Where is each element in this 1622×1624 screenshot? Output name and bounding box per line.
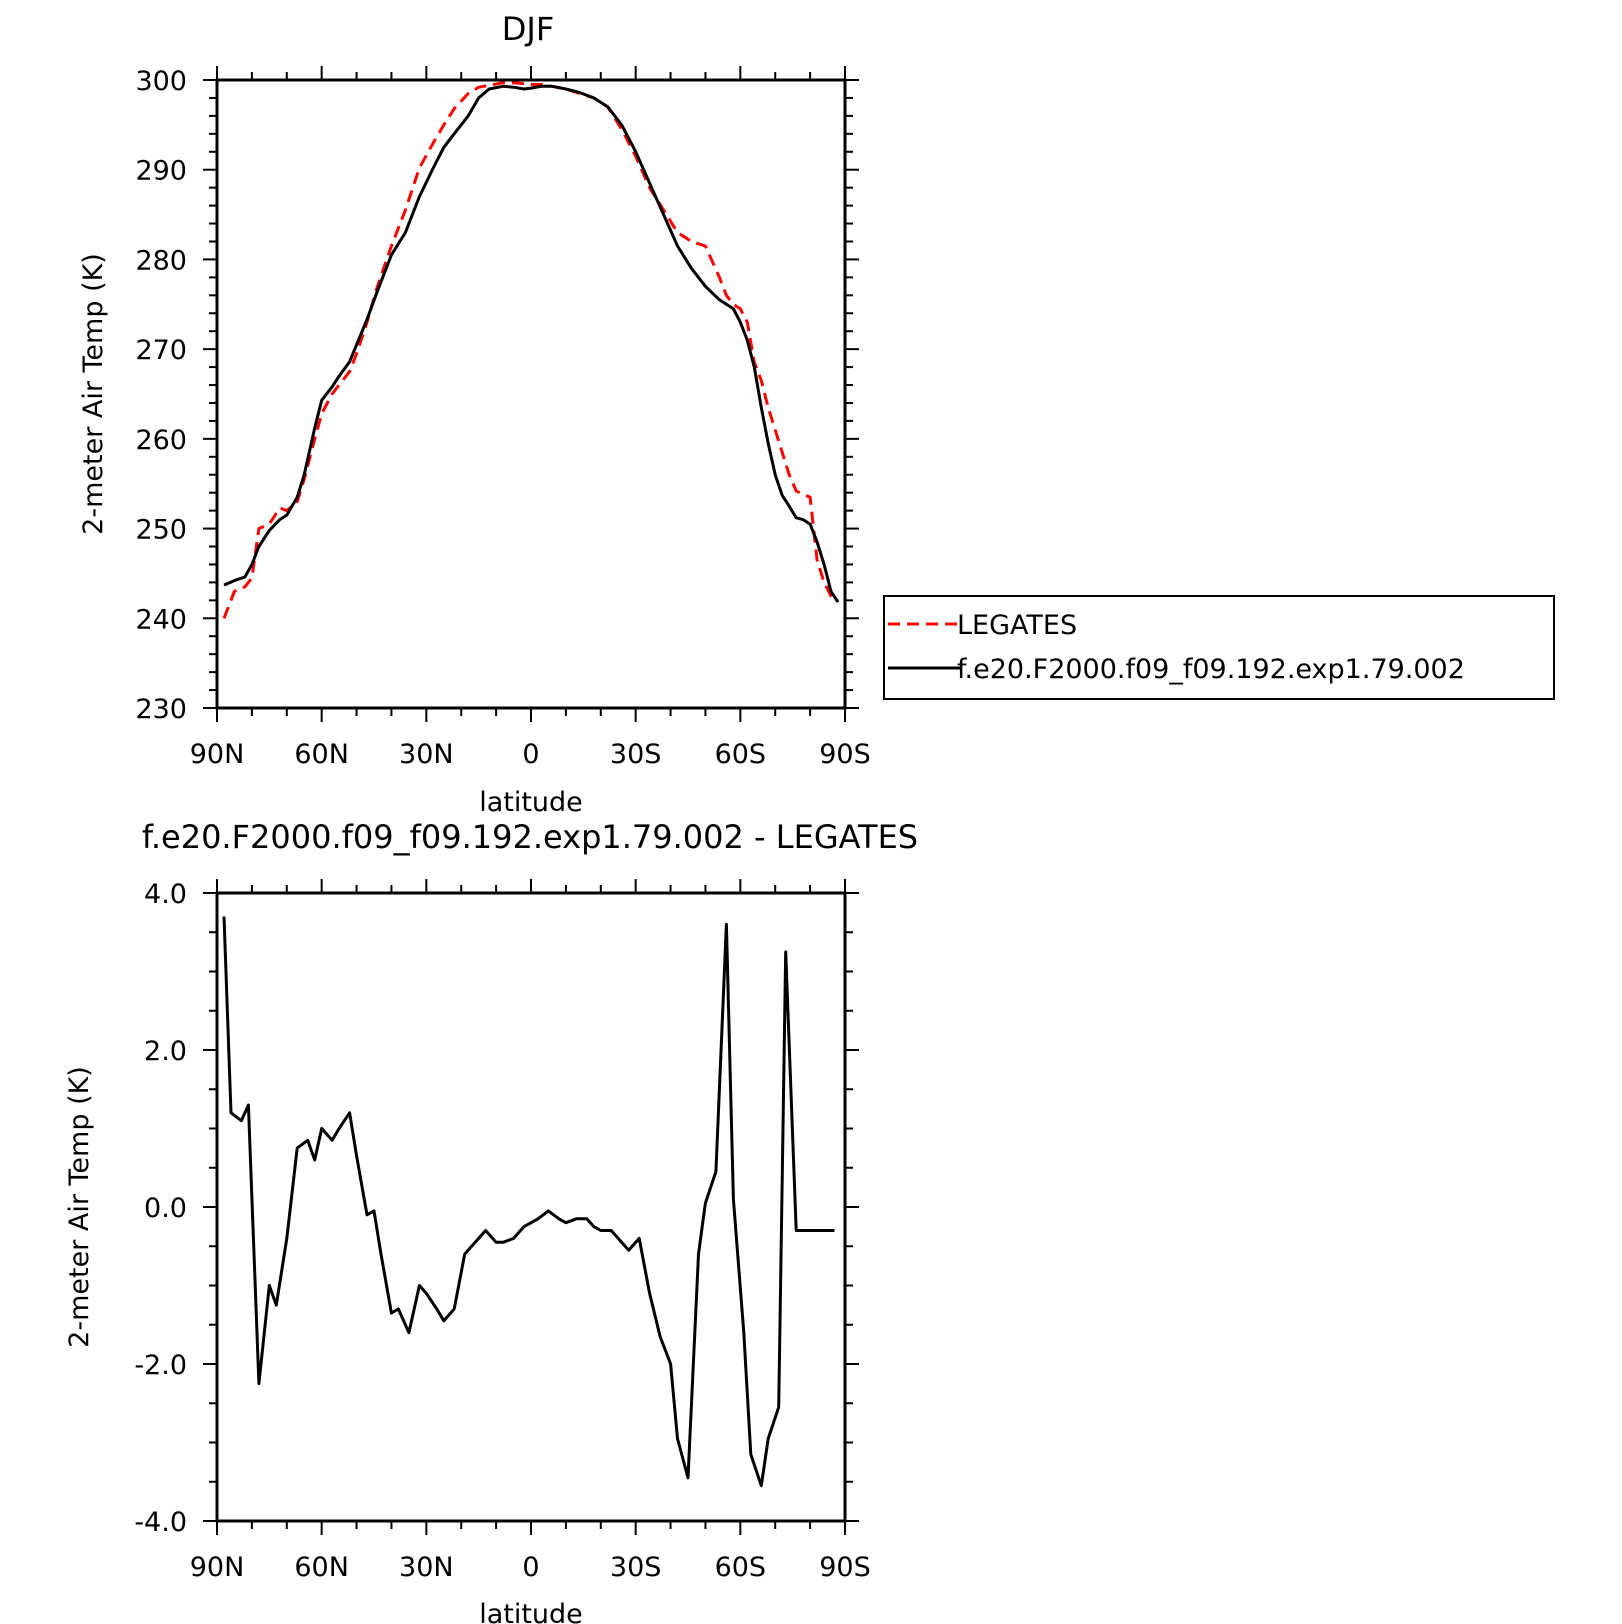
bottom-tick-layer: 90N 60N 30N 0 30S 60S 90S 4.0 2.0 0.0 -2.0 -4.0: [134, 879, 871, 1583]
top-tick-layer: 90N 60N 30N 0 30S 60S 90S 300 290 280 270 260 250 240…: [135, 66, 871, 770]
bot-xtick-label-0: 0: [522, 1552, 539, 1583]
bottom-series-layer: [222, 916, 835, 1488]
legend-label-legates: LEGATES: [957, 610, 1077, 641]
legend-label-model: f.e20.F2000.f09_f09.192.exp1.79.002: [957, 654, 1465, 685]
top-ytick-label-230: 230: [135, 694, 187, 725]
bottom-x-axis-label: latitude: [479, 1599, 583, 1624]
bot-xtick-label-60s: 60S: [715, 1552, 767, 1583]
top-xtick-label-60s: 60S: [715, 739, 767, 770]
top-xtick-label-60n: 60N: [294, 739, 349, 770]
bot-ytick-label-2-0: -2.0: [134, 1350, 187, 1381]
top-xtick-label-30s: 30S: [610, 739, 662, 770]
top-series-line-legates: [222, 81, 839, 619]
legend-box: [883, 595, 1555, 700]
bot-ytick-label-2-0: 2.0: [144, 1036, 187, 1067]
legend-entry-model: f.e20.F2000.f09_f09.192.exp1.79.002: [888, 654, 1465, 685]
top-xtick-label-90n: 90N: [190, 739, 245, 770]
bot-ytick-label-0-0: 0.0: [144, 1193, 187, 1224]
top-ytick-label-300: 300: [135, 66, 187, 97]
top-panel-title: DJF: [502, 10, 554, 48]
bot-ytick-label-4-0: 4.0: [144, 879, 187, 910]
bottom-panel: f.e20.F2000.f09_f09.192.exp1.79.002 - LE…: [64, 818, 918, 1624]
top-y-axis-label: 2-meter Air Temp (K): [78, 253, 109, 535]
top-series-line-f-e20-f2000-f09-f09-: [223, 84, 840, 603]
top-xtick-label-30n: 30N: [399, 739, 454, 770]
top-ytick-label-270: 270: [135, 335, 187, 366]
bottom-panel-title: f.e20.F2000.f09_f09.192.exp1.79.002 - LE…: [142, 818, 918, 856]
top-xtick-label-0: 0: [522, 739, 539, 770]
top-ytick-label-260: 260: [135, 425, 187, 456]
top-ytick-label-250: 250: [135, 515, 187, 546]
bot-series-line-1: [222, 916, 835, 1488]
bot-xtick-label-90s: 90S: [819, 1552, 871, 1583]
bot-ytick-label-4-0: -4.0: [134, 1507, 187, 1538]
bottom-y-axis-label: 2-meter Air Temp (K): [64, 1066, 95, 1348]
top-x-axis-label: latitude: [479, 787, 583, 818]
bottom-plot-frame: [215, 891, 847, 1523]
top-ytick-label-240: 240: [135, 604, 187, 635]
legend-entry-legates: LEGATES: [888, 610, 1077, 641]
bot-xtick-label-30n: 30N: [399, 1552, 454, 1583]
top-plot-frame: [215, 78, 847, 710]
top-ytick-label-280: 280: [135, 245, 187, 276]
top-series-layer: [222, 81, 840, 619]
legend: LEGATES f.e20.F2000.f09_f09.192.exp1.79.…: [883, 595, 1555, 700]
top-ytick-label-290: 290: [135, 156, 187, 187]
bot-xtick-label-90n: 90N: [190, 1552, 245, 1583]
top-panel: DJF 90N 60N 30N 0 30S 60S 90S 300 290 280 270 260 25…: [78, 10, 871, 818]
bot-xtick-label-30s: 30S: [610, 1552, 662, 1583]
bot-xtick-label-60n: 60N: [294, 1552, 349, 1583]
top-xtick-label-90s: 90S: [819, 739, 871, 770]
